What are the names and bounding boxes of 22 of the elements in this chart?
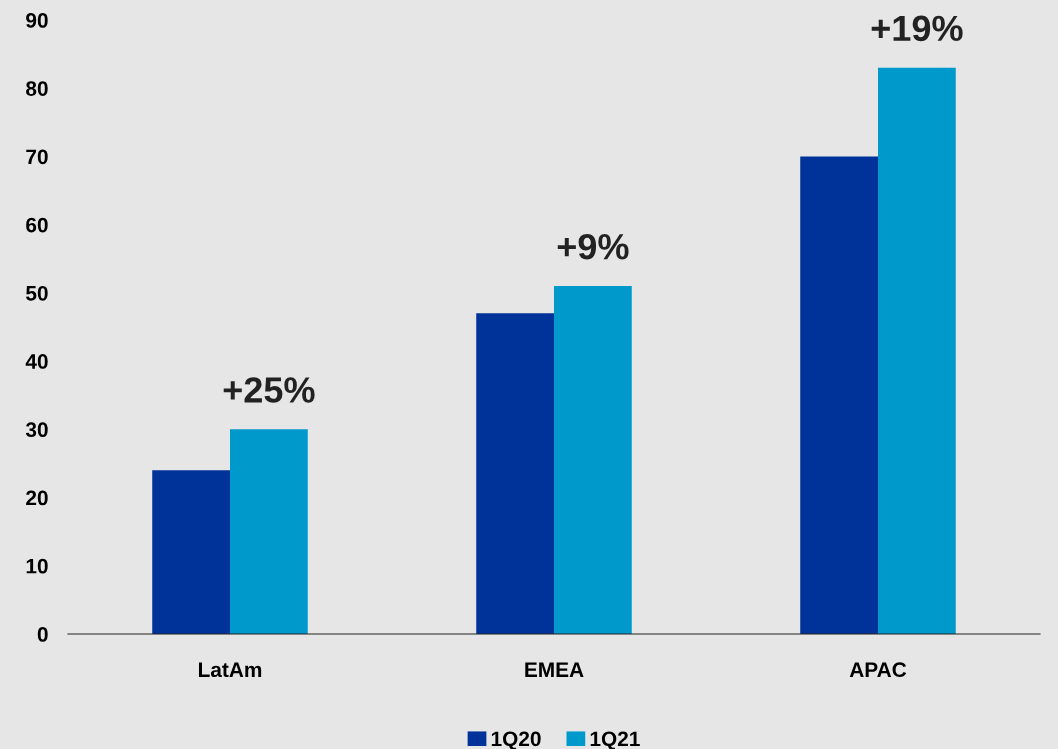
y-tick-label: 60 <box>26 217 48 233</box>
y-tick-label: 90 <box>26 13 48 28</box>
bar <box>554 286 632 634</box>
y-tick-label: 50 <box>26 285 48 301</box>
bar <box>152 470 230 634</box>
y-tick-label: 70 <box>26 149 48 165</box>
y-tick-label: 30 <box>25 422 48 438</box>
x-tick-label: LatAm <box>198 662 262 678</box>
x-tick-label: EMEA <box>525 662 584 677</box>
bar <box>800 156 878 634</box>
y-tick-label: 0 <box>37 627 48 642</box>
y-tick-label: 10 <box>26 558 48 574</box>
bar <box>476 313 554 634</box>
bar <box>230 429 308 634</box>
y-tick-label: 40 <box>25 354 48 369</box>
annotation: +25% <box>223 377 315 403</box>
y-tick-label: 80 <box>26 81 48 96</box>
annotation: +19% <box>871 15 963 42</box>
bar <box>878 67 956 634</box>
annotation: +9% <box>557 233 629 260</box>
x-tick-label: APAC <box>849 662 907 678</box>
y-tick-label: 20 <box>26 490 48 506</box>
